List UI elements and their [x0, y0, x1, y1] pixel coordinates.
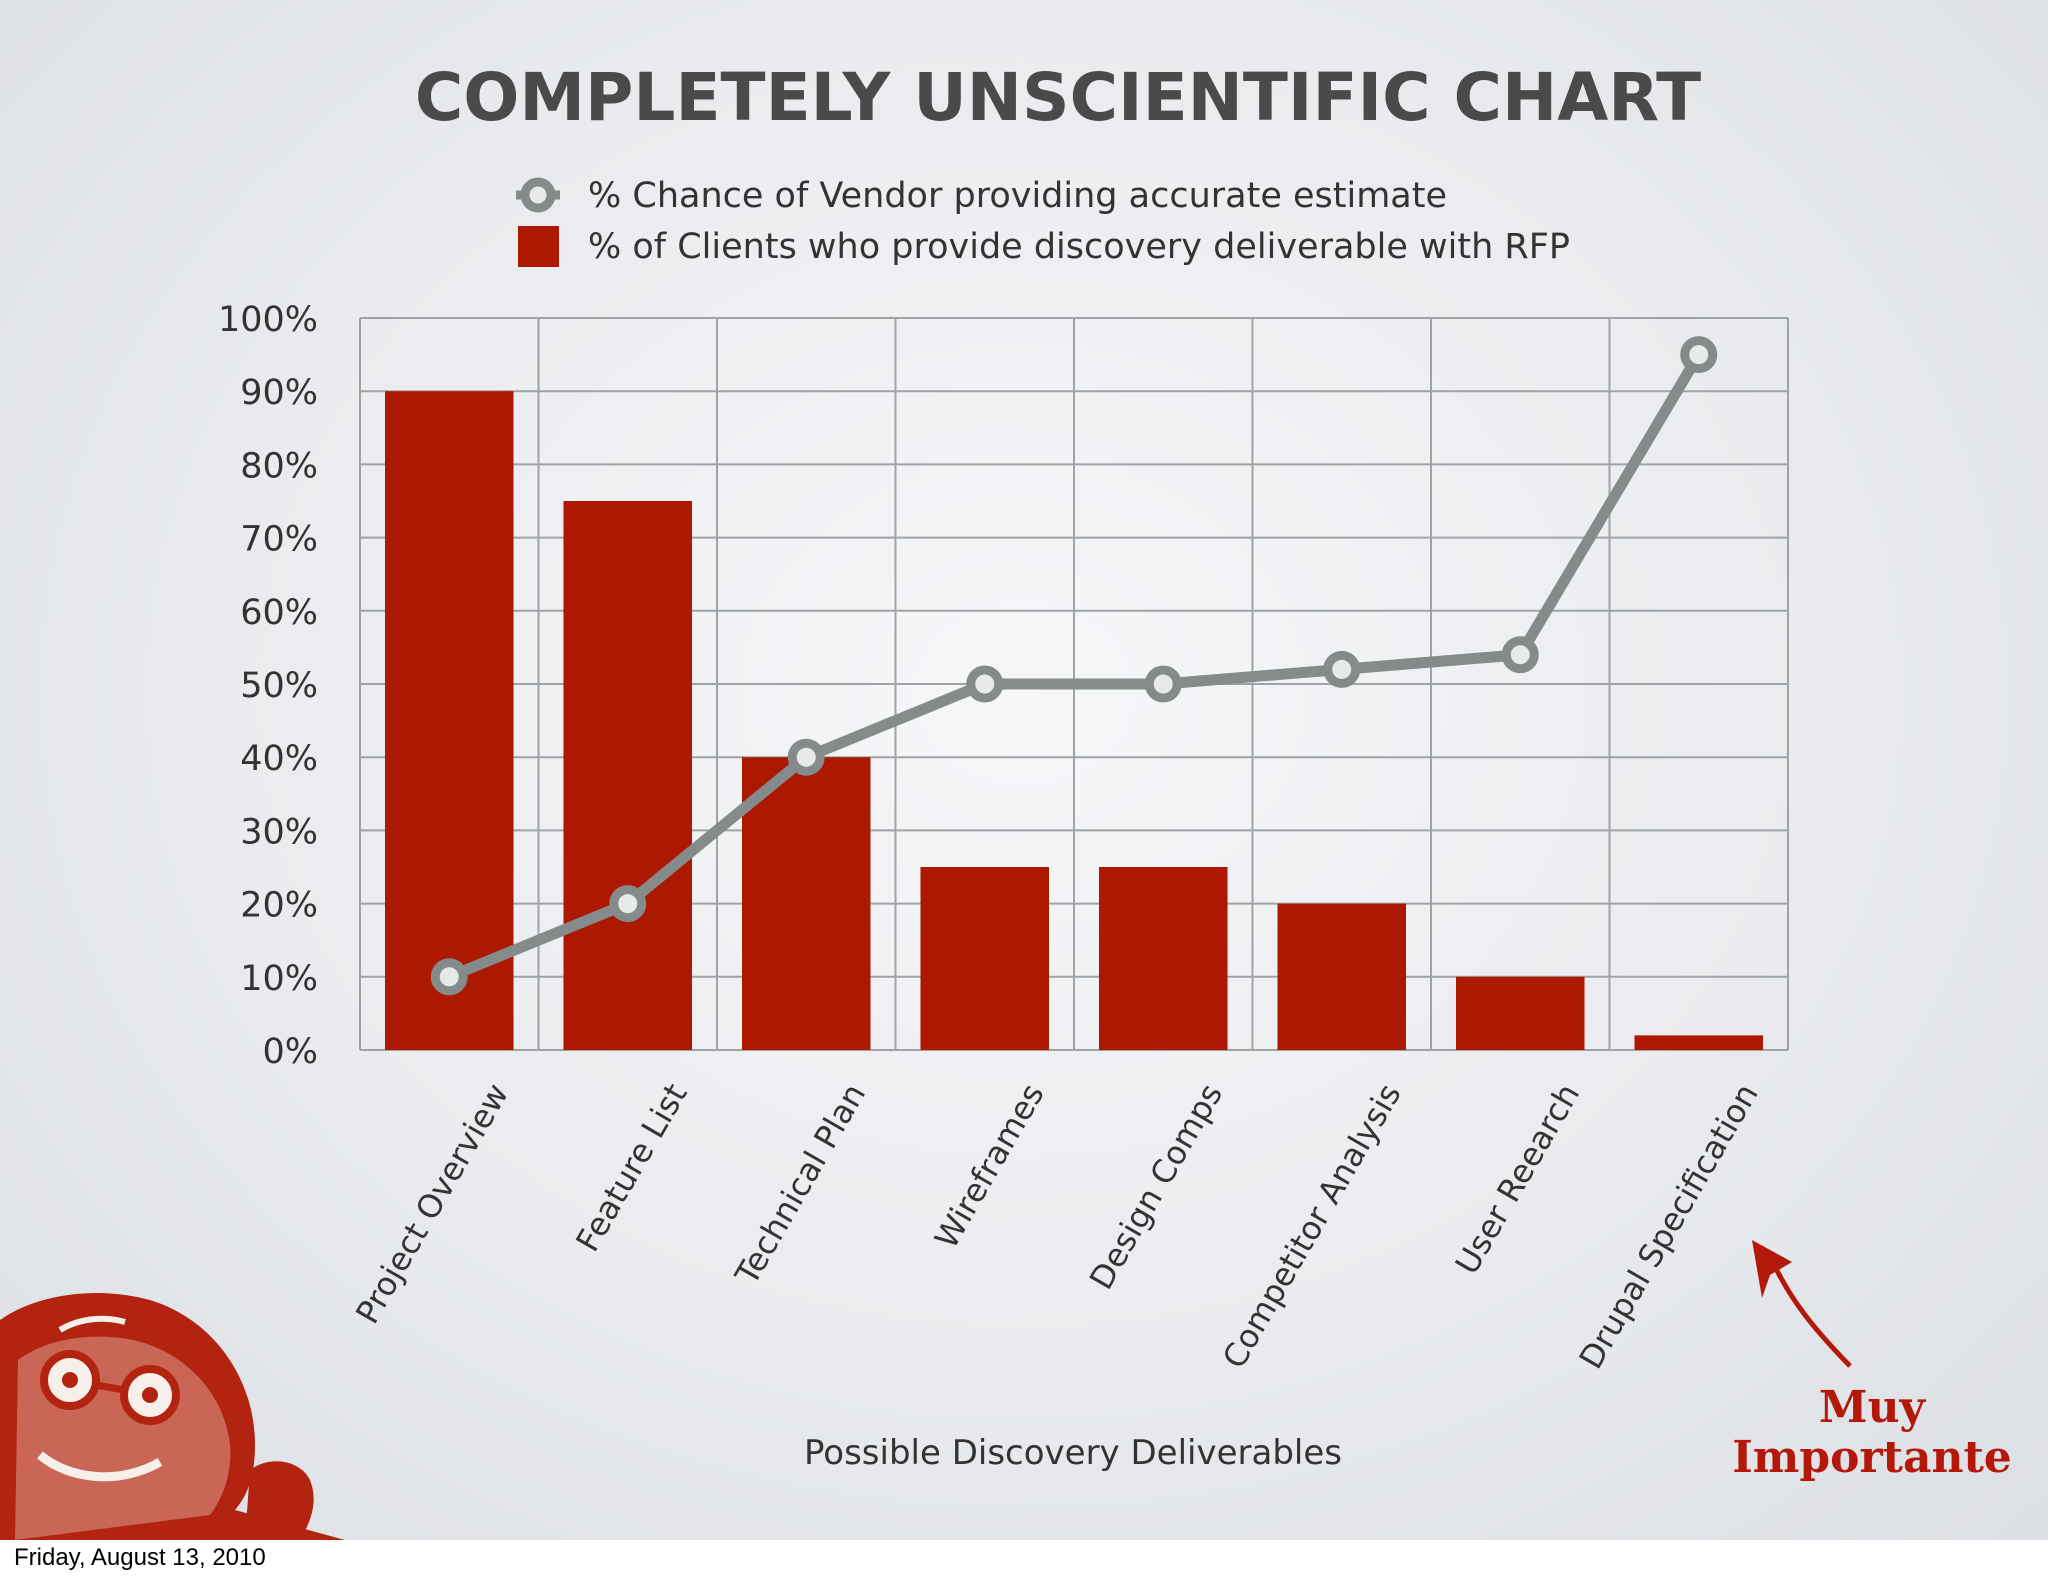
y-tick-label: 10% [240, 959, 318, 999]
x-axis-label: Possible Discovery Deliverables [804, 1433, 1342, 1473]
line-point [1506, 641, 1534, 669]
y-tick-label: 60% [240, 593, 318, 633]
x-tick-label: Competitor Analysis [1215, 1077, 1409, 1375]
y-tick-label: 100% [218, 300, 318, 340]
bar [1456, 977, 1585, 1050]
legend-label-line: % Chance of Vendor providing accurate es… [588, 176, 1447, 216]
annotation-arrow [1772, 1260, 1850, 1366]
x-tick-label: Technical Plan [727, 1077, 873, 1292]
line-point [435, 963, 463, 991]
x-tick-label: Feature List [568, 1077, 694, 1258]
bar [385, 391, 514, 1050]
legend-label-bar: % of Clients who provide discovery deliv… [588, 227, 1570, 267]
x-tick-label: Drupal Specification [1572, 1077, 1766, 1375]
y-tick-label: 20% [240, 886, 318, 926]
y-axis: 0% 10% 20% 30% 40% 50% 60% 70% 80% 90% 100% [218, 300, 318, 1072]
bar [1099, 867, 1228, 1050]
y-tick-label: 0% [262, 1032, 318, 1072]
mascot-illustration [0, 1293, 345, 1540]
x-tick-label: User Reearch [1448, 1077, 1588, 1281]
line-point [971, 670, 999, 698]
line-point [1328, 655, 1356, 683]
line-point [1149, 670, 1177, 698]
slide: COMPLETELY UNSCIENTIFIC CHART % Chance o… [0, 0, 2048, 1540]
bar [1634, 1035, 1763, 1050]
y-tick-label: 90% [240, 373, 318, 413]
y-tick-label: 40% [240, 739, 318, 779]
chart: COMPLETELY UNSCIENTIFIC CHART % Chance o… [0, 0, 2048, 1540]
annotation: Muy Importante [1732, 1240, 2012, 1483]
line-point [1685, 341, 1713, 369]
x-tick-label: Design Comps [1082, 1077, 1230, 1296]
legend: % Chance of Vendor providing accurate es… [516, 176, 1570, 267]
x-tick-label: Project Overview [348, 1077, 516, 1330]
bar [1277, 904, 1406, 1050]
annotation-text-1: Muy [1819, 1382, 1927, 1433]
y-tick-label: 50% [240, 666, 318, 706]
legend-line-swatch [516, 182, 560, 208]
footer-date: Friday, August 13, 2010 [14, 1544, 266, 1572]
chart-title: COMPLETELY UNSCIENTIFIC CHART [415, 59, 1701, 136]
x-tick-label: Wireframes [927, 1077, 1052, 1255]
bar [563, 501, 692, 1050]
y-tick-label: 70% [240, 520, 318, 560]
bar [920, 867, 1049, 1050]
y-tick-label: 30% [240, 812, 318, 852]
line-point [792, 743, 820, 771]
x-axis: Project Overview Feature List Technical Pl… [348, 1077, 1766, 1375]
legend-bar-swatch [518, 226, 559, 267]
y-tick-label: 80% [240, 446, 318, 486]
line-point [614, 890, 642, 918]
annotation-text-2: Importante [1732, 1432, 2012, 1483]
